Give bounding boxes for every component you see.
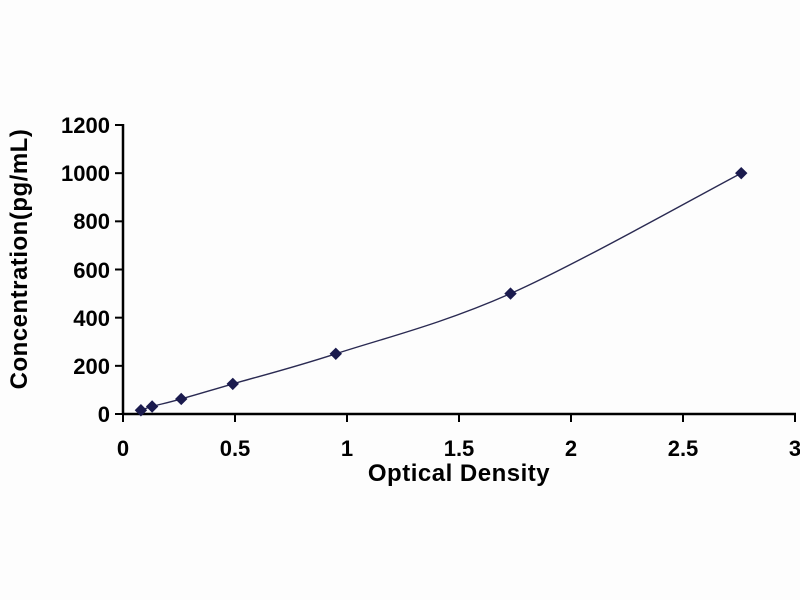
- y-tick-label: 1000: [61, 161, 110, 187]
- y-tick-label: 800: [73, 209, 110, 235]
- curve-path: [140, 172, 742, 411]
- data-point-marker: [226, 377, 239, 391]
- data-point-marker: [329, 347, 343, 360]
- y-tick-label: 600: [73, 257, 110, 283]
- x-tick-label: 2.5: [667, 436, 699, 461]
- data-point-marker: [145, 400, 159, 413]
- x-tick-label: 0.5: [219, 436, 251, 461]
- axes: [121, 124, 796, 416]
- data-point-marker: [504, 287, 517, 300]
- x-tick-label: 2: [564, 436, 578, 461]
- x-tick-label: 1.5: [443, 436, 475, 461]
- data-point-marker: [134, 404, 148, 417]
- x-axis-title: Optical Density: [367, 460, 551, 487]
- x-tick-label: 0: [116, 436, 130, 461]
- y-tick-label: 400: [73, 305, 110, 331]
- y-tick-label: 200: [73, 353, 110, 379]
- y-tick-label: 0: [97, 402, 110, 427]
- data-point-marker: [735, 166, 748, 180]
- data-point-markers: [134, 166, 748, 417]
- y-tick-label: 1200: [61, 113, 110, 138]
- standard-curve-line: [140, 172, 742, 411]
- x-tick-label: 3: [788, 436, 800, 461]
- data-point-marker: [175, 392, 188, 406]
- axis-ticks: [115, 124, 796, 422]
- x-tick-label: 1: [340, 436, 354, 461]
